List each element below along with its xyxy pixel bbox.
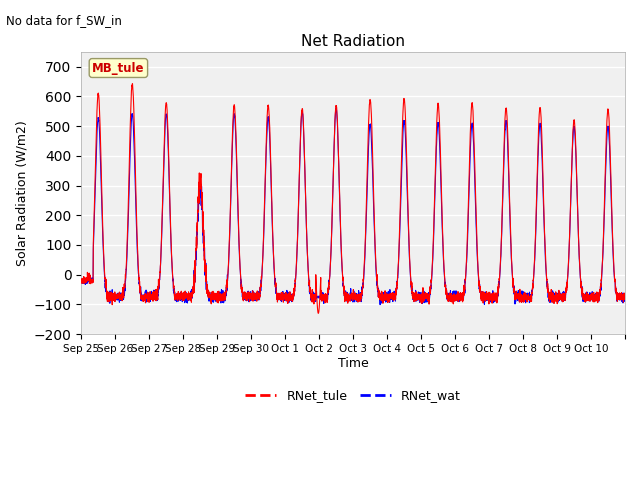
Legend: RNet_tule, RNet_wat: RNet_tule, RNet_wat <box>240 384 466 407</box>
Y-axis label: Solar Radiation (W/m2): Solar Radiation (W/m2) <box>15 120 28 266</box>
Title: Net Radiation: Net Radiation <box>301 34 405 49</box>
Text: MB_tule: MB_tule <box>92 61 145 74</box>
Text: No data for f_SW_in: No data for f_SW_in <box>6 14 122 27</box>
X-axis label: Time: Time <box>338 357 369 370</box>
